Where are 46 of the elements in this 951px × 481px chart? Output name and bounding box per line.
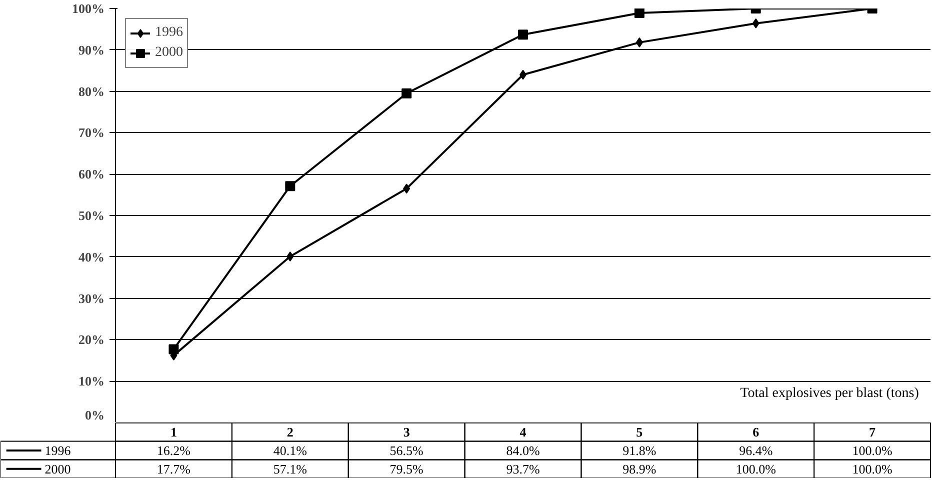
x-tick-label: 2 [286,424,294,440]
y-tick-label: 40% [78,249,104,264]
data-label: 40.1% [273,443,308,458]
data-label: 96.4% [739,443,773,458]
legend-label: 2000 [155,45,183,61]
legend-label: 1996 [155,25,183,41]
data-label: 100.0% [852,443,892,458]
data-label: 56.5% [390,443,424,458]
y-tick-label: 100% [72,1,104,16]
data-label: 79.5% [390,461,424,476]
point [403,184,410,194]
y-tick-label: 30% [78,290,104,306]
text: 2000 [44,461,71,476]
x-tick-label: 5 [636,424,644,440]
data-label: 98.9% [622,461,656,476]
data-label: 57.1% [273,461,308,476]
data-label: 100.0% [852,461,892,476]
y-tick-label: 90% [78,42,104,58]
text: 1996 [44,443,71,458]
y-tick-label: 50% [78,208,104,223]
point [285,181,296,192]
point [402,88,412,98]
x-tick-label: 7 [869,424,876,440]
data-label: 84.0% [506,443,540,458]
data-label: 16.2% [156,443,191,458]
x-tick-label: 3 [403,424,410,440]
data-label: 91.8% [622,443,656,458]
point [168,344,179,354]
y-tick-label: 0% [85,408,104,422]
x-tick-label: 6 [752,424,760,440]
data-label: 100.0% [736,461,776,476]
data-label: 17.7% [156,461,191,476]
annotation: Total explosives per blast (tons) [740,386,920,402]
point [752,18,760,28]
y-tick-label: 20% [78,332,104,348]
point [634,8,644,18]
point [518,30,528,40]
y-tick-label: 60% [78,166,104,182]
data-label: 93.7% [506,461,540,476]
y-tick-label: 70% [78,125,104,140]
y-tick-label: 10% [78,374,104,389]
point [636,37,643,48]
y-tick-label: 80% [78,84,104,99]
x-tick-label: 4 [520,424,527,440]
x-tick-label: 1 [170,424,177,440]
point [286,251,294,262]
